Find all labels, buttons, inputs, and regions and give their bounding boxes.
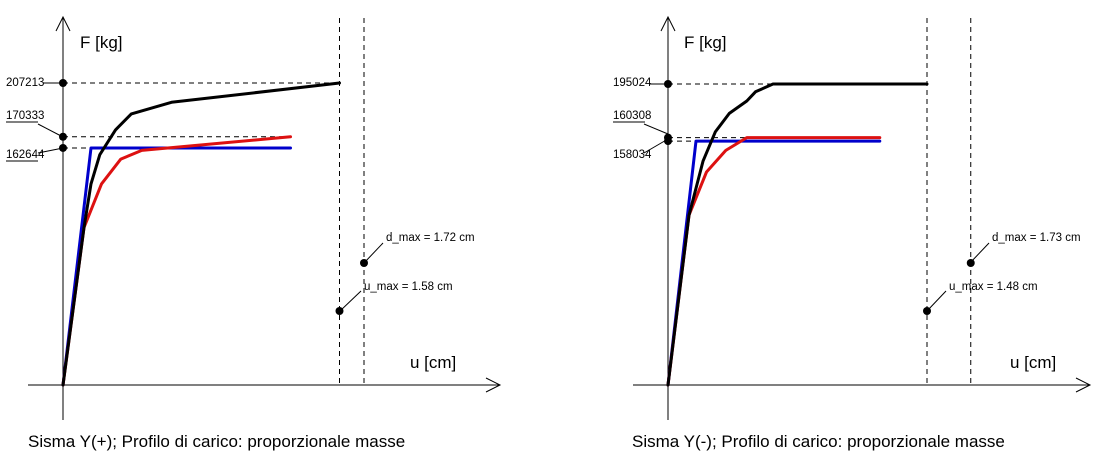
y-axis-label: F [kg] bbox=[684, 33, 727, 52]
y-axis-arrow bbox=[55, 15, 71, 32]
chart-caption: Sisma Y(+); Profilo di carico: proporzio… bbox=[28, 432, 405, 451]
force-marker-dot bbox=[59, 79, 67, 87]
displacement-dot bbox=[966, 259, 975, 267]
displacement-leader bbox=[339, 290, 362, 312]
chart-caption: Sisma Y(-); Profilo di carico: proporzio… bbox=[632, 432, 1005, 451]
displacement-leader bbox=[926, 290, 947, 312]
capacity-curve-2 bbox=[61, 135, 292, 387]
force-marker-dot bbox=[664, 80, 672, 88]
force-marker-leader bbox=[37, 147, 64, 154]
displacement-leader bbox=[969, 242, 990, 264]
force-marker-dot bbox=[59, 143, 67, 152]
y-axis-label: F [kg] bbox=[80, 33, 123, 52]
force-marker-leader bbox=[643, 123, 669, 135]
force-marker-leader bbox=[643, 138, 669, 154]
force-marker-dot bbox=[664, 137, 672, 146]
x-axis-label: u [cm] bbox=[1010, 353, 1056, 372]
chart-panel-1: F [kg] u [cm] 207213 170333 162644 u_max = 1.… bbox=[6, 15, 502, 451]
force-marker-leader bbox=[37, 123, 64, 138]
displacement-label: d_max = 1.72 cm bbox=[386, 232, 475, 244]
force-marker-label: 170333 bbox=[6, 110, 44, 122]
displacement-leader bbox=[363, 242, 384, 264]
y-axis-arrow bbox=[660, 15, 676, 32]
force-marker-label: 158034 bbox=[613, 149, 652, 161]
capacity-curve-1 bbox=[61, 146, 292, 387]
displacement-label: u_max = 1.48 cm bbox=[949, 281, 1038, 293]
x-axis-arrow bbox=[1075, 377, 1092, 393]
force-marker-label: 160308 bbox=[613, 110, 651, 122]
x-axis-label: u [cm] bbox=[410, 353, 456, 372]
displacement-label: d_max = 1.73 cm bbox=[992, 232, 1081, 244]
force-marker-label: 162644 bbox=[6, 149, 45, 161]
chart-panel-2: F [kg] u [cm] 195024 160308 158034 u_max = 1.… bbox=[613, 15, 1092, 451]
force-marker-dot bbox=[59, 132, 67, 141]
x-axis-arrow bbox=[485, 377, 502, 393]
force-marker-label: 195024 bbox=[613, 77, 652, 89]
capacity-curve-3 bbox=[666, 82, 929, 387]
force-marker-label: 207213 bbox=[6, 77, 44, 89]
capacity-curve-3 bbox=[61, 81, 341, 387]
displacement-label: u_max = 1.58 cm bbox=[364, 281, 453, 293]
